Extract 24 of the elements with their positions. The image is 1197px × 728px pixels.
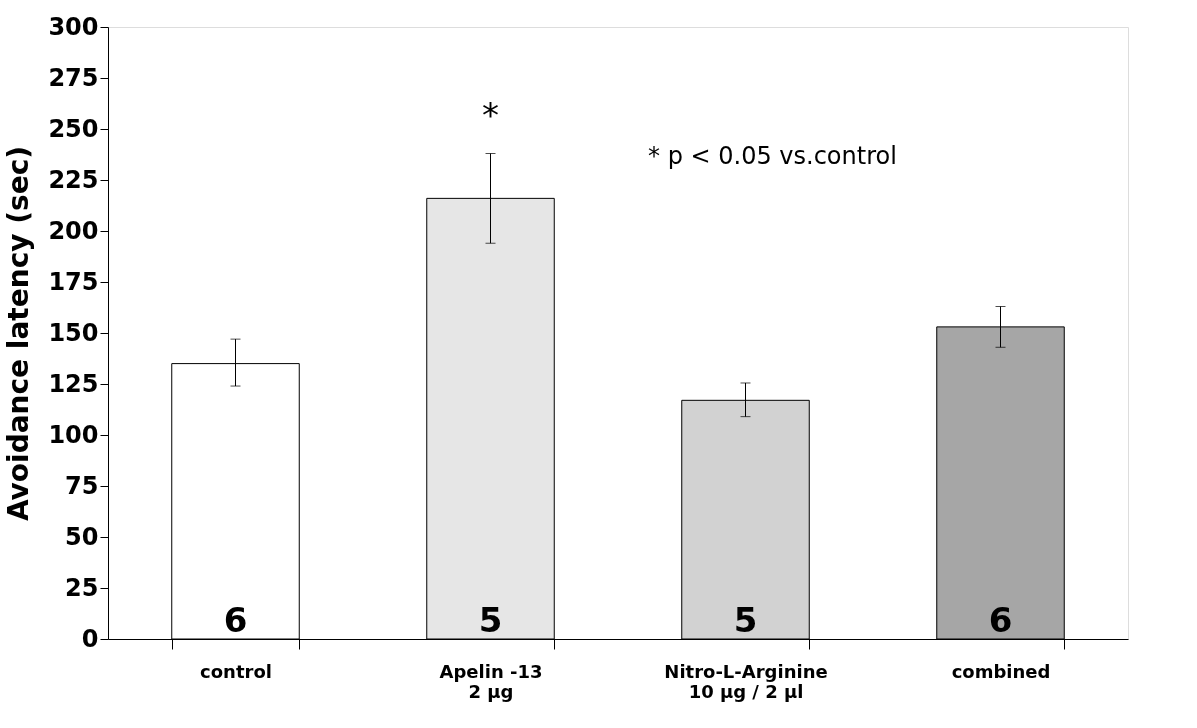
y-tick-label: 100 xyxy=(48,420,99,449)
y-tick-label: 275 xyxy=(48,63,99,92)
annotation: 5 xyxy=(478,600,503,640)
y-tick-label: 225 xyxy=(48,165,99,194)
y-tick-label: 50 xyxy=(65,522,99,551)
x-tick-label: control xyxy=(200,660,272,682)
annotation: 5 xyxy=(733,600,758,640)
y-tick-label: 25 xyxy=(65,573,99,602)
annotation: 6 xyxy=(223,600,248,640)
y-tick-label: 175 xyxy=(48,267,99,296)
y-tick-label: 75 xyxy=(65,471,99,500)
x-tick-label: Nitro-L-Arginine 10 µg / 2 µl xyxy=(664,660,828,702)
x-tick-label: Apelin -13 2 µg xyxy=(439,660,543,702)
y-tick-label: 0 xyxy=(81,624,99,653)
annotation: * xyxy=(482,95,499,135)
y-tick-label: 150 xyxy=(48,318,99,347)
annotation: * p < 0.05 vs.control xyxy=(648,142,897,170)
y-tick-label: 125 xyxy=(48,369,99,398)
x-tick-label: combined xyxy=(951,660,1051,682)
y-tick-label: 200 xyxy=(48,216,99,245)
y-axis-title: Avoidance latency (sec) xyxy=(2,145,36,522)
y-tick-label: 300 xyxy=(48,12,99,41)
y-tick-label: 250 xyxy=(48,114,99,143)
annotation: 6 xyxy=(988,600,1013,640)
